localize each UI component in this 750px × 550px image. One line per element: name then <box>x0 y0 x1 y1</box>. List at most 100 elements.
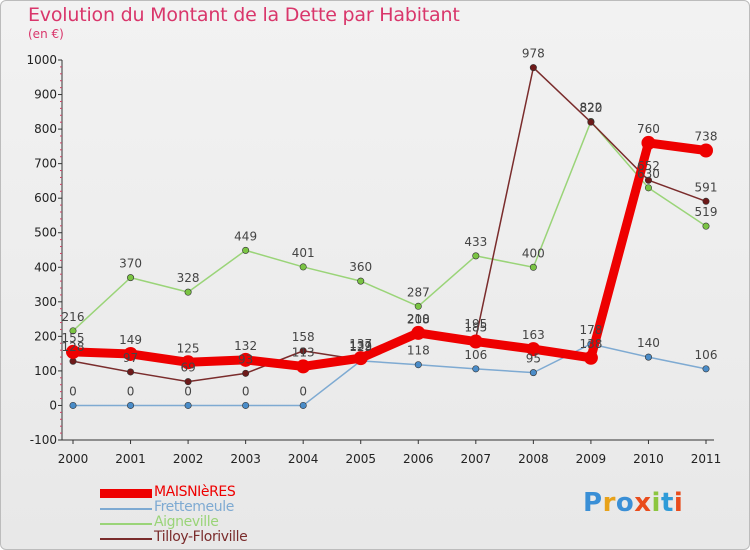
y-tick-label: 600 <box>34 191 57 205</box>
data-label: 820 <box>579 101 602 115</box>
x-tick-label: 2000 <box>58 452 89 466</box>
series-frettemeule <box>69 340 710 409</box>
data-label: 178 <box>579 323 602 337</box>
data-point <box>414 361 422 369</box>
y-tick-label: 500 <box>34 226 57 240</box>
x-tick-label: 2006 <box>403 452 434 466</box>
data-point <box>69 357 77 365</box>
series-line <box>72 66 707 383</box>
x-tick-label: 2003 <box>230 452 261 466</box>
data-label: 158 <box>292 330 315 344</box>
legend-swatch <box>100 523 152 525</box>
data-point <box>644 184 652 192</box>
data-label: 132 <box>234 339 257 353</box>
data-point <box>468 334 483 349</box>
data-label: 132 <box>349 339 372 353</box>
legend-label: Tilloy-Floriville <box>154 529 248 545</box>
data-point <box>299 347 307 355</box>
y-tick-label: 700 <box>34 157 57 171</box>
data-label: 97 <box>123 351 138 365</box>
data-point <box>242 246 250 254</box>
x-tick-label: 2010 <box>633 452 664 466</box>
x-tick-label: 2001 <box>115 452 146 466</box>
data-label: 401 <box>292 246 315 260</box>
legend-label: MAISNIèRES <box>154 484 236 500</box>
data-label: 449 <box>234 229 257 243</box>
data-label: 591 <box>695 180 718 194</box>
data-label: 155 <box>62 331 85 345</box>
y-tick-label: 100 <box>34 364 57 378</box>
chart-title: Evolution du Montant de la Dette par Hab… <box>28 4 460 26</box>
y-tick-label: 400 <box>34 260 57 274</box>
data-label: 93 <box>238 352 253 366</box>
data-point <box>641 135 656 150</box>
chart-series <box>66 64 713 409</box>
legend-label: Aigneville <box>154 514 219 530</box>
data-point <box>529 369 537 377</box>
data-label: 210 <box>407 312 430 326</box>
x-tick-label: 2008 <box>518 452 549 466</box>
x-tick-label: 2011 <box>691 452 722 466</box>
data-point <box>184 378 192 386</box>
data-point <box>242 369 250 377</box>
data-point <box>69 401 77 409</box>
data-point <box>123 346 138 361</box>
proxiti-logo: Proxiti <box>583 488 684 518</box>
x-tick-label: 2005 <box>345 452 376 466</box>
data-label: 140 <box>637 336 660 350</box>
data-label: 519 <box>695 205 718 219</box>
data-label: 195 <box>464 317 487 331</box>
data-point <box>357 277 365 285</box>
data-point <box>296 359 311 374</box>
data-label: 129 <box>349 340 372 354</box>
data-point <box>66 344 80 359</box>
legend-swatch <box>100 538 152 540</box>
data-label: 128 <box>62 340 85 354</box>
legend-swatch <box>100 508 152 510</box>
data-point <box>702 222 710 230</box>
data-label: 113 <box>292 345 315 359</box>
data-label: 822 <box>579 100 602 114</box>
data-label: 185 <box>464 321 487 335</box>
data-point <box>472 252 480 260</box>
data-label: 0 <box>127 384 135 398</box>
y-tick-label: 900 <box>34 88 57 102</box>
data-label: 69 <box>180 361 195 375</box>
data-point <box>238 352 253 367</box>
y-tick-label: -100 <box>30 433 57 447</box>
y-tick-label: 300 <box>34 295 57 309</box>
x-tick-label: 2009 <box>576 452 607 466</box>
data-point <box>181 355 196 370</box>
data-label: 149 <box>119 333 142 347</box>
data-label: 287 <box>407 285 430 299</box>
data-point <box>702 197 710 205</box>
data-label: 433 <box>464 235 487 249</box>
data-point <box>299 263 307 271</box>
data-label: 760 <box>637 122 660 136</box>
data-point <box>702 365 710 373</box>
data-label: 138 <box>579 337 602 351</box>
series-tilloy-floriville <box>69 64 710 386</box>
data-point <box>242 401 250 409</box>
data-point <box>526 342 541 357</box>
data-point <box>414 302 422 310</box>
data-label: 400 <box>522 246 545 260</box>
data-label: 0 <box>69 384 77 398</box>
chart-axes: 10009008007006005004003002001000-1002000… <box>26 53 721 466</box>
chart-data-labels: 0 0 0 0 0 129 118 106 95 178 140 106 216 370 328 449 401… <box>62 47 718 399</box>
x-tick-label: 2002 <box>173 452 204 466</box>
data-point <box>184 401 192 409</box>
legend-swatch <box>100 489 152 498</box>
data-point <box>699 143 713 158</box>
x-tick-label: 2007 <box>461 452 492 466</box>
data-point <box>587 118 595 126</box>
data-point <box>69 327 77 335</box>
series-line <box>68 138 711 371</box>
data-label: 106 <box>695 348 718 362</box>
data-label: 0 <box>242 384 250 398</box>
data-point <box>353 351 368 366</box>
data-label: 106 <box>464 348 487 362</box>
data-label: 163 <box>522 328 545 342</box>
